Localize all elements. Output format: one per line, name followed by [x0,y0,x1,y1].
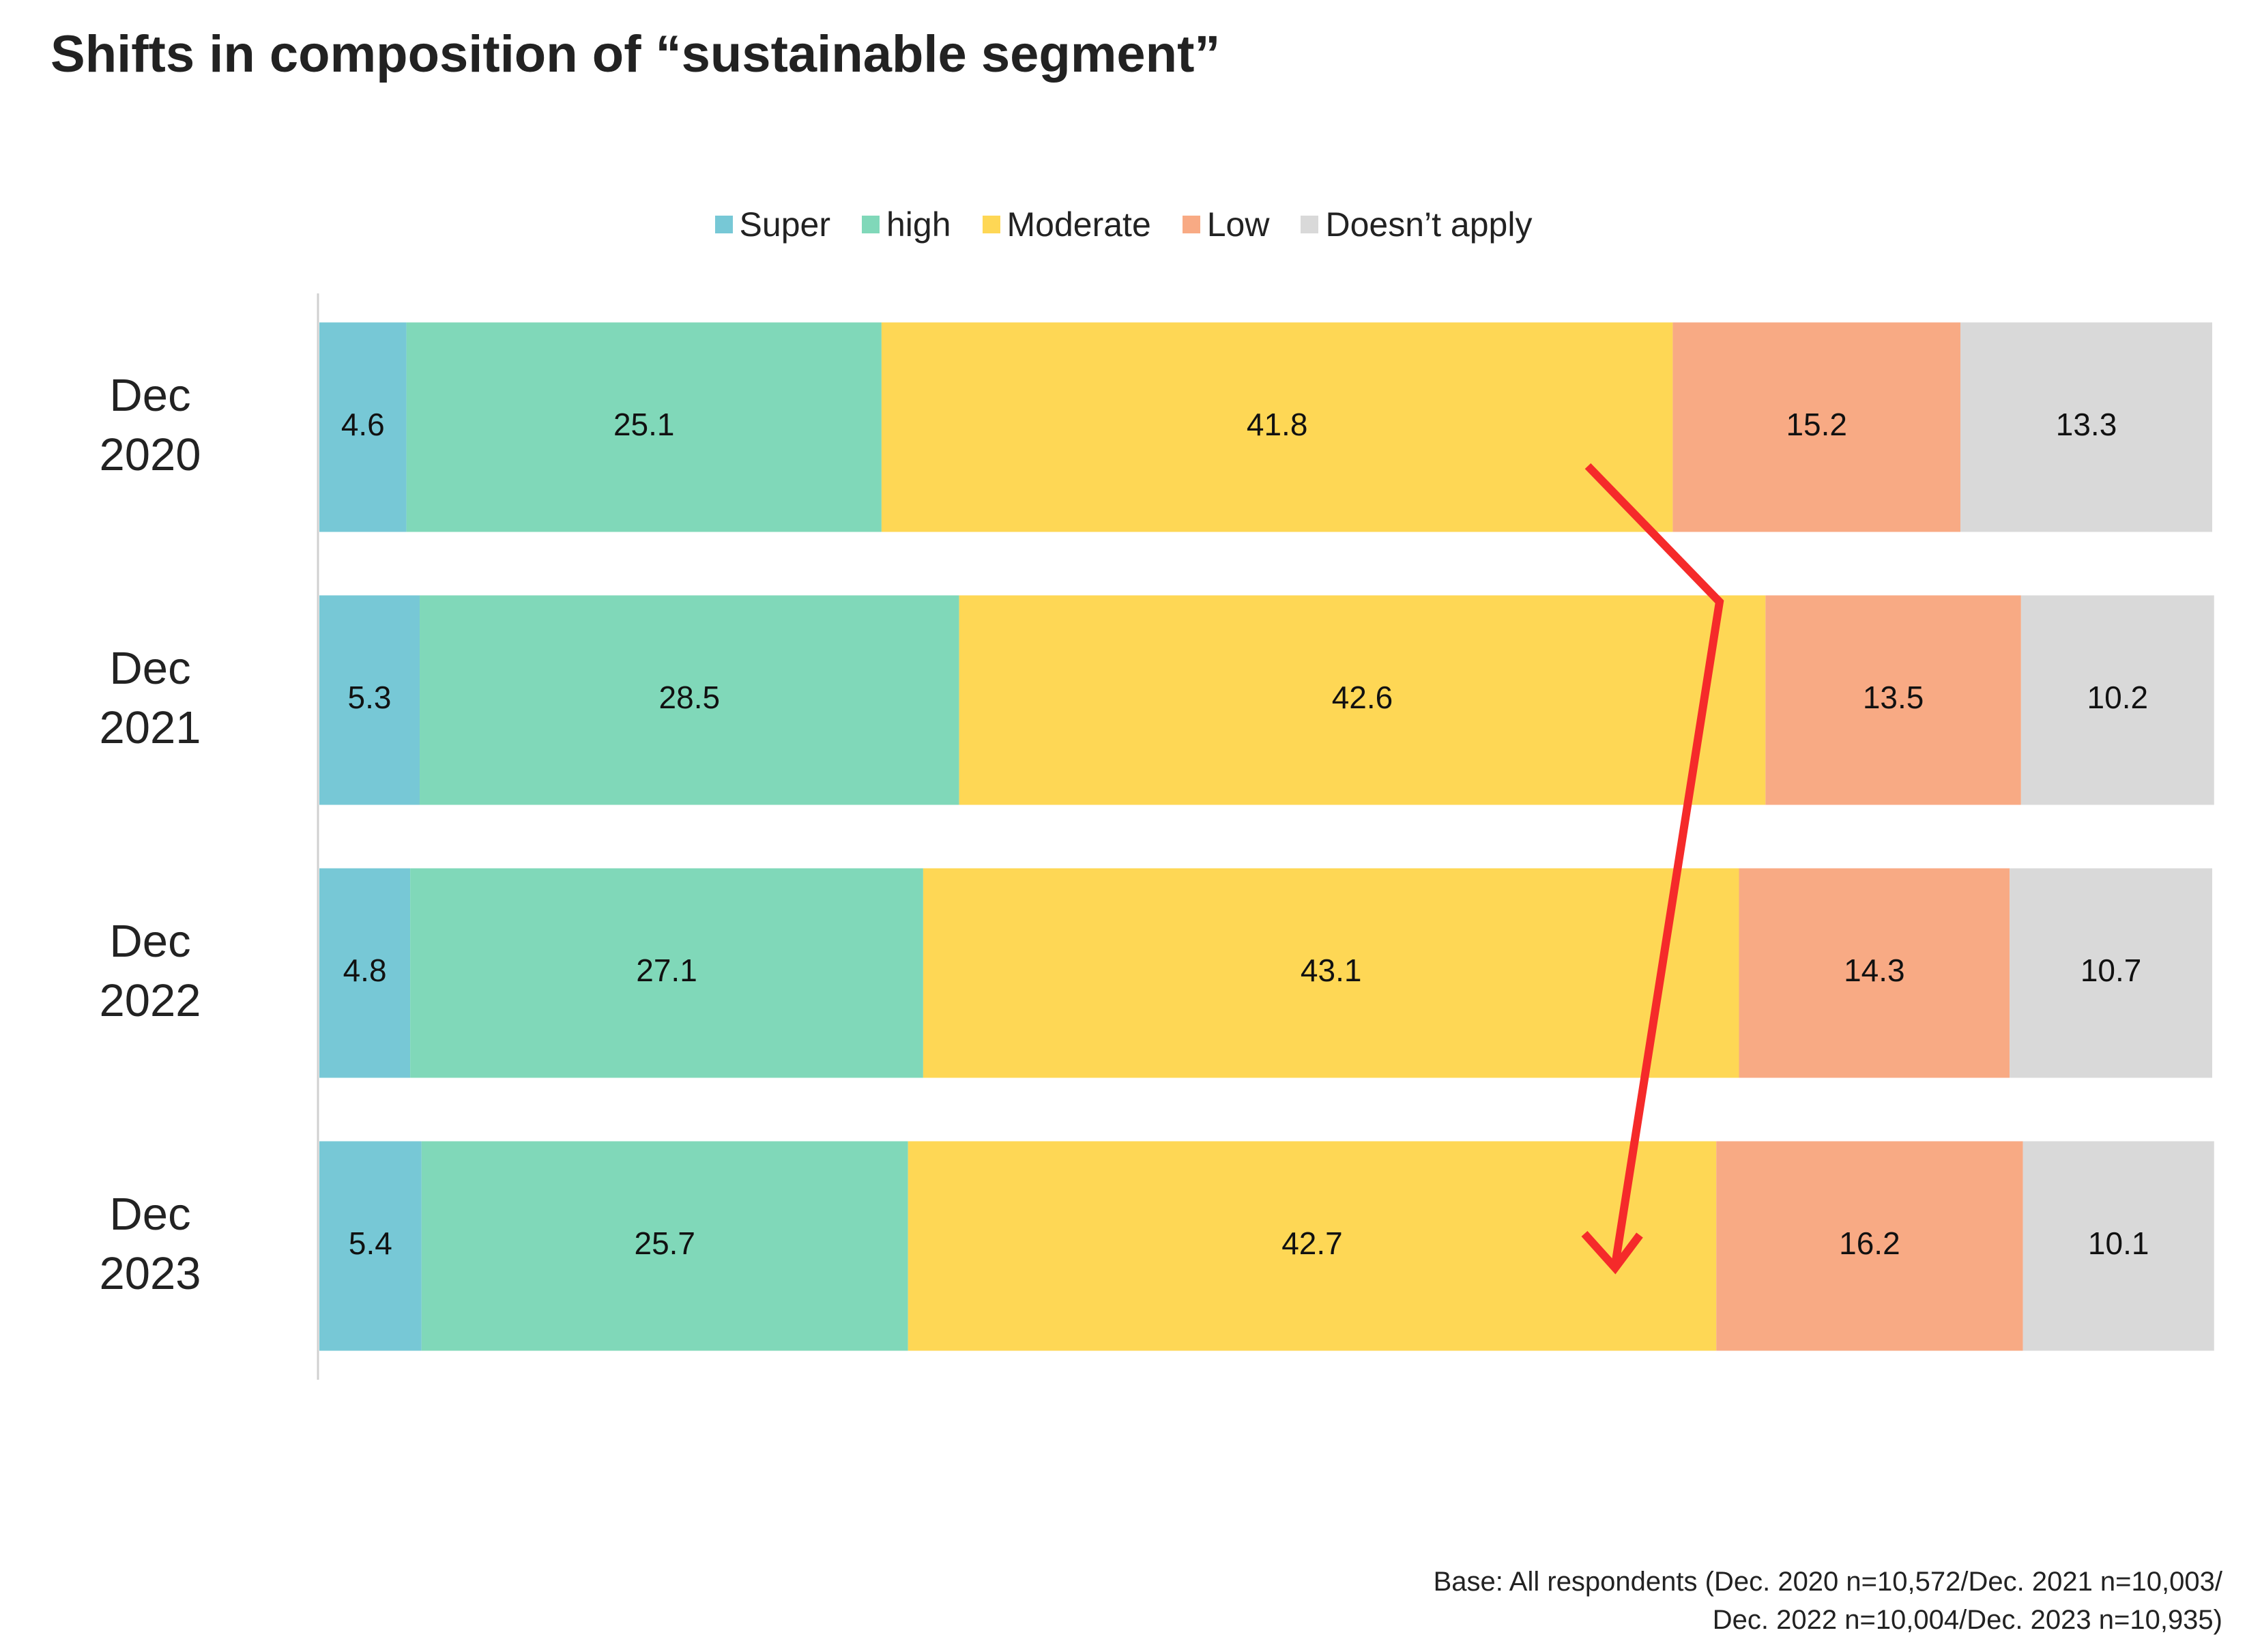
value-label: 15.2 [1786,407,1847,442]
legend-label: Super [739,205,830,244]
value-label: 25.1 [613,407,675,442]
bar-segment [959,595,1766,805]
bar-segment [406,322,882,532]
value-label: 4.6 [341,407,385,442]
bar-segment [1765,595,2021,805]
value-label: 14.3 [1844,953,1905,988]
bar-segment [881,322,1673,532]
legend-swatch [982,216,1000,233]
bar-segment [2010,868,2212,1078]
y-tick-label: Dec 2023 [99,1189,201,1300]
legend-swatch [714,216,733,233]
legend-label: Doesn’t apply [1325,205,1533,244]
legend-swatch [1182,216,1200,233]
bar-segment [908,1141,1717,1351]
footnote-line: Base: All respondents (Dec. 2020 n=10,57… [1433,1567,2222,1597]
chart-title: Shifts in composition of “sustainable se… [50,25,1221,83]
value-label: 13.5 [1863,680,1924,715]
legend-swatch [861,216,880,233]
value-label: 5.4 [349,1226,392,1261]
legend-item: Low [1182,205,1270,244]
value-label: 43.1 [1301,953,1362,988]
legend-item: Super [714,205,830,244]
value-label: 10.2 [2087,680,2149,715]
legend: Super high Moderate Low Doesn’t apply [0,205,2247,244]
legend-label: high [886,205,951,244]
value-label: 41.8 [1247,407,1308,442]
value-label: 42.7 [1281,1226,1343,1261]
bar-segment [2020,595,2214,805]
value-label: 10.1 [2088,1226,2149,1261]
legend-label: Low [1206,205,1270,244]
value-label: 42.6 [1332,680,1393,715]
arrow-head [1581,1230,1643,1275]
y-tick-label: Dec 2022 [99,916,201,1027]
bar-segment [1672,322,1961,532]
bar-segment [2023,1141,2214,1351]
legend-swatch [1301,216,1319,233]
y-tick-label: Dec 2021 [99,643,201,754]
bar-segment [319,1141,422,1351]
bar-segment [319,868,411,1078]
value-label: 25.7 [634,1226,695,1261]
bar-segment [319,322,407,532]
bar-segment [319,595,420,805]
value-label: 10.7 [2081,953,2142,988]
value-label: 16.2 [1839,1226,1900,1261]
annotation-arrow [1584,463,1724,1266]
y-tick-label: Dec 2020 [99,370,201,481]
legend-item: Doesn’t apply [1301,205,1532,244]
value-label: 4.8 [343,953,387,988]
bar-segment [923,868,1739,1078]
bar-segment [1716,1141,2023,1351]
footnote: Base: All respondents (Dec. 2020 n=10,57… [1434,1563,2222,1639]
value-label: 5.3 [348,680,392,715]
footnote-line: Dec. 2022 n=10,004/Dec. 2023 n=10,935) [1712,1605,2222,1635]
legend-label: Moderate [1006,205,1151,244]
value-label: 28.5 [659,680,721,715]
bar-segment [421,1141,908,1351]
legend-item: high [861,205,951,244]
bar-segment [410,868,923,1078]
bar-segment [420,595,959,805]
bar-segment [1739,868,2010,1078]
value-label: 13.3 [2056,407,2117,442]
legend-item: Moderate [982,205,1151,244]
bar-segment [1960,322,2212,532]
value-label: 27.1 [636,953,697,988]
